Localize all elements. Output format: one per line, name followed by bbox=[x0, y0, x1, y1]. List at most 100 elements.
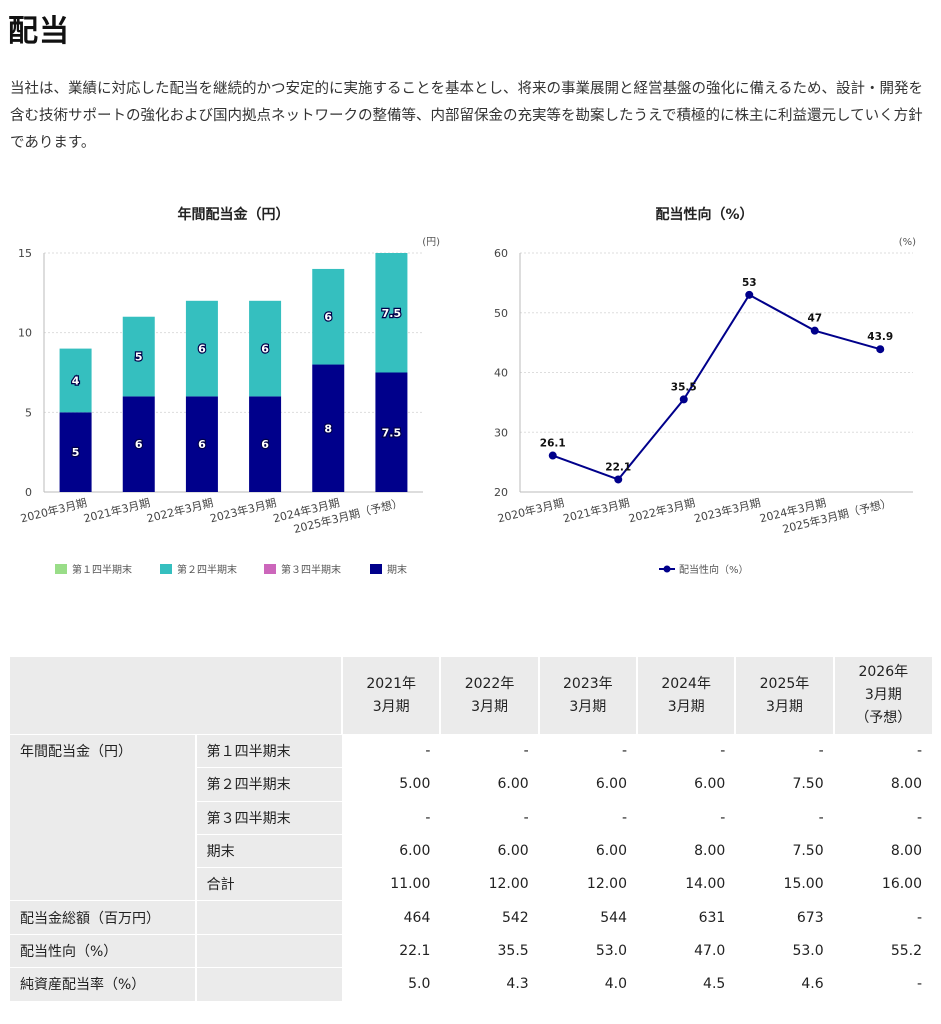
bar-legend-swatch bbox=[370, 564, 382, 574]
table-cell: 12.00 bbox=[538, 867, 637, 901]
line-chart-title: 配当性向（%） bbox=[655, 206, 753, 223]
table-cell: 6.00 bbox=[637, 767, 736, 802]
bar-chart-title: 年間配当金（円） bbox=[178, 206, 290, 223]
line-data-point bbox=[679, 395, 688, 404]
table-row-sublabel bbox=[194, 967, 343, 1001]
bar-y-tick-label: 0 bbox=[25, 486, 32, 499]
bar-data-label: 6 bbox=[198, 343, 206, 356]
bar-legend-swatch bbox=[160, 564, 172, 574]
bar-data-label: 6 bbox=[261, 343, 269, 356]
table-row-category: 配当金総額（百万円） bbox=[10, 900, 196, 935]
table-cell: 6.00 bbox=[538, 767, 637, 802]
table-cell: 47.0 bbox=[637, 933, 736, 968]
table-row: 第３四半期末 - - - - - - bbox=[10, 800, 932, 835]
table-header-line: 3月期 bbox=[471, 698, 508, 715]
line-y-tick-label: 30 bbox=[494, 426, 508, 439]
table-header-year: 2022年 3月期 bbox=[439, 657, 539, 735]
table-row-sublabel: 期末 bbox=[194, 833, 343, 868]
line-data-label: 47 bbox=[807, 313, 822, 325]
bar-legend-label: 期末 bbox=[387, 563, 407, 576]
bar-data-label: 6 bbox=[261, 438, 269, 451]
table-cell: 4.6 bbox=[735, 967, 834, 1001]
line-data-label: 22.1 bbox=[605, 461, 631, 473]
line-x-tick-label: 2022年3月期 bbox=[627, 495, 696, 525]
table-cell: 15.00 bbox=[735, 867, 834, 901]
table-cell: - bbox=[833, 900, 932, 935]
line-y-tick-label: 40 bbox=[494, 367, 508, 380]
table-cell: - bbox=[833, 800, 932, 835]
table-row-category: 年間配当金（円） bbox=[10, 733, 196, 901]
table-row-sublabel: 第１四半期末 bbox=[194, 733, 343, 768]
table-cell: 53.0 bbox=[735, 933, 834, 968]
bar-segment bbox=[249, 300, 282, 397]
table-cell: 5.00 bbox=[342, 767, 441, 802]
bar-x-tick-label: 2021年3月期 bbox=[82, 495, 151, 525]
table-row: 配当性向（%） 22.1 35.5 53.0 47.0 53.0 55.2 bbox=[10, 933, 932, 968]
table-header-year: 2021年 3月期 bbox=[341, 657, 441, 735]
table-cell: 7.50 bbox=[735, 833, 834, 868]
table-header-line: 3月期 bbox=[766, 698, 803, 715]
line-data-point bbox=[614, 475, 623, 484]
line-data-label: 26.1 bbox=[540, 438, 566, 450]
table-cell: 6.00 bbox=[342, 833, 441, 868]
dividend-table-wrap: 2021年 3月期 2022年 3月期 2023年 3月期 2024年 3月期 2025年 3月期… bbox=[10, 657, 932, 1001]
table-row: 年間配当金（円） 第１四半期末 - - - - - - bbox=[10, 733, 932, 901]
table-header-line: 2022年 bbox=[464, 675, 515, 692]
bar-legend-label: 第２四半期末 bbox=[177, 563, 237, 576]
table-cell: 16.00 bbox=[833, 867, 932, 901]
table-header-line: 2026年 bbox=[858, 664, 909, 680]
table-cell: 464 bbox=[342, 900, 441, 935]
table-cell: 631 bbox=[637, 900, 736, 935]
line-y-tick-label: 50 bbox=[494, 307, 508, 320]
bar-y-tick-label: 15 bbox=[18, 247, 32, 260]
line-data-label: 53 bbox=[742, 277, 757, 289]
line-series-path bbox=[552, 293, 881, 481]
line-y-tick-label: 20 bbox=[494, 486, 508, 499]
bar-y-tick-label: 5 bbox=[25, 406, 32, 419]
table-cell: 35.5 bbox=[440, 933, 539, 968]
bar-chart-unit: (円) bbox=[422, 237, 440, 248]
table-header-row: 2021年 3月期 2022年 3月期 2023年 3月期 2024年 3月期 2025年 3月期… bbox=[10, 657, 932, 735]
table-header-line: 2021年 bbox=[366, 675, 417, 692]
bar-data-label: 5 bbox=[135, 351, 143, 364]
table-row-sublabel: 第２四半期末 bbox=[194, 767, 343, 802]
table-cell: 6.00 bbox=[440, 767, 539, 802]
table-row-sublabel bbox=[194, 933, 343, 968]
table-row-category: 配当性向（%） bbox=[10, 933, 196, 968]
table-row-sublabel: 第３四半期末 bbox=[194, 800, 343, 835]
table-row: 合計 11.00 12.00 12.00 14.00 15.00 16.00 bbox=[10, 867, 932, 901]
bar-data-label: 6 bbox=[324, 311, 332, 324]
table-cell: - bbox=[538, 733, 637, 768]
table-body: 年間配当金（円） 第１四半期末 - - - - - - 第２四半期末 5.00 6.00 6.00 6.… bbox=[10, 733, 932, 1001]
table-cell: - bbox=[440, 800, 539, 835]
table-row-sublabel bbox=[194, 900, 343, 935]
table-header-blank bbox=[10, 657, 343, 735]
table-cell: 55.2 bbox=[833, 933, 932, 968]
table-header-line: 3月期 bbox=[864, 687, 902, 703]
bar-segment bbox=[122, 396, 155, 492]
bar-data-label: 4 bbox=[72, 374, 80, 387]
table-header-year: 2023年 3月期 bbox=[537, 657, 637, 735]
bar-data-label: 6 bbox=[135, 438, 143, 451]
line-x-tick-label: 2020年3月期 bbox=[496, 495, 565, 525]
bar-segment bbox=[185, 300, 218, 397]
table-header-line: 3月期 bbox=[667, 698, 705, 715]
table-cell: - bbox=[735, 733, 834, 768]
table-cell: 542 bbox=[440, 900, 539, 935]
bar-y-tick-label: 10 bbox=[18, 327, 32, 340]
table-row-category: 純資産配当率（%） bbox=[10, 967, 196, 1001]
bar-legend-label: 第１四半期末 bbox=[72, 563, 132, 576]
line-data-label: 35.5 bbox=[671, 381, 697, 393]
table-cell: 4.3 bbox=[440, 967, 539, 1001]
table-cell: 5.0 bbox=[342, 967, 441, 1001]
bar-data-label: 5 bbox=[72, 446, 80, 459]
line-chart-unit: (%) bbox=[899, 237, 916, 248]
bar-segment bbox=[59, 412, 92, 492]
line-data-point bbox=[810, 326, 819, 335]
table-cell: - bbox=[637, 800, 736, 835]
table-cell: - bbox=[342, 733, 441, 768]
table-cell: 7.50 bbox=[735, 767, 834, 802]
table-cell: - bbox=[637, 733, 736, 768]
table-header-year: 2024年 3月期 bbox=[635, 657, 736, 735]
bar-x-tick-label: 2022年3月期 bbox=[145, 495, 214, 525]
